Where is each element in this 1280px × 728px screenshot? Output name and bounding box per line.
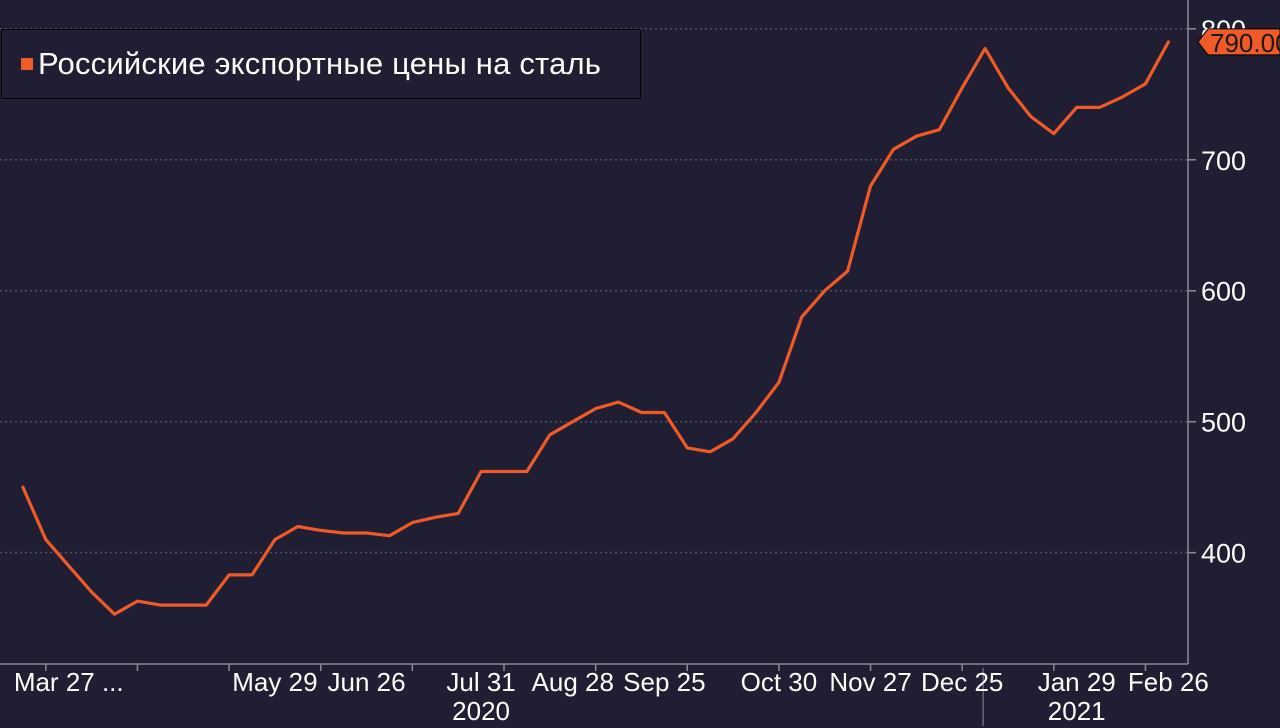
x-tick-label: Jul 31 <box>446 667 515 697</box>
y-tick-label-500: 500 <box>1201 408 1246 438</box>
x-tick-label: Feb 26 <box>1128 667 1209 697</box>
year-label-2020: 2020 <box>452 696 510 726</box>
y-tick-label-400: 400 <box>1201 539 1246 569</box>
axis-layer <box>0 0 1196 726</box>
x-tick-label: May 29 <box>232 667 317 697</box>
grid-layer <box>0 28 1188 554</box>
series-line <box>21 40 1170 616</box>
x-tick-label: Dec 25 <box>921 667 1003 697</box>
x-tick-label: Mar 27 ... <box>14 667 124 697</box>
x-tick-label: Oct 30 <box>741 667 818 697</box>
x-tick-label: Aug 28 <box>532 667 614 697</box>
legend-label: Российские экспортные цены на сталь <box>38 46 602 81</box>
year-label-2021: 2021 <box>1048 696 1106 726</box>
y-tick-label-700: 700 <box>1201 146 1246 176</box>
x-tick-label: Nov 27 <box>829 667 911 697</box>
x-tick-label: Jun 26 <box>328 667 406 697</box>
legend-swatch <box>21 58 33 70</box>
x-tick-label: Sep 25 <box>623 667 705 697</box>
series-layer <box>21 40 1170 616</box>
x-tick-label: Jan 29 <box>1038 667 1116 697</box>
y-tick-label-600: 600 <box>1201 277 1246 307</box>
last-value-badge <box>1197 28 1280 56</box>
last-value-label: 790.00 <box>1210 28 1280 58</box>
legend: Российские экспортные цены на сталь <box>1 29 641 99</box>
